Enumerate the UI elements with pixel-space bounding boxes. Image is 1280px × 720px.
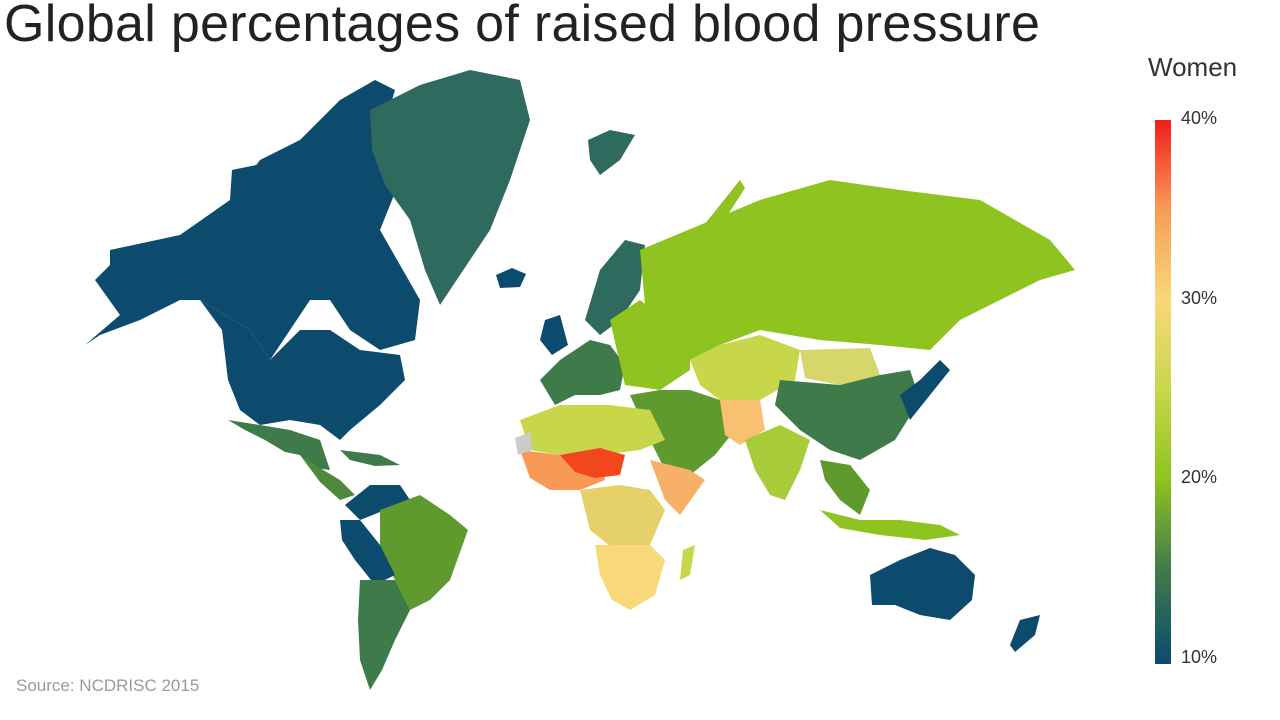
region-svalbard xyxy=(588,130,635,175)
region-central-africa xyxy=(580,485,665,550)
legend-color-scale xyxy=(1155,120,1171,664)
region-new-zealand xyxy=(1010,615,1040,652)
region-china xyxy=(775,370,920,460)
region-caribbean xyxy=(340,450,400,466)
region-japan-korea xyxy=(900,360,950,420)
region-mexico xyxy=(228,420,330,470)
legend-tick-30: 30% xyxy=(1181,288,1218,308)
region-horn-of-africa xyxy=(650,460,705,515)
region-arctic-islands xyxy=(230,80,395,215)
region-no-data xyxy=(515,432,532,455)
region-madagascar xyxy=(680,545,695,580)
region-indonesia xyxy=(820,510,960,540)
world-choropleth-map xyxy=(85,70,1075,690)
region-usa xyxy=(200,300,405,440)
region-russia xyxy=(640,180,1075,360)
region-central-america xyxy=(300,455,355,500)
region-brazil xyxy=(380,495,468,610)
legend-title: Women xyxy=(1148,52,1238,82)
region-peru-bolivia xyxy=(340,520,395,585)
region-greenland xyxy=(370,70,530,305)
legend-tick-10: 10% xyxy=(1181,647,1218,667)
region-uk xyxy=(540,315,568,355)
map-title: Global percentages of raised blood press… xyxy=(4,0,1041,53)
legend-tick-20: 20% xyxy=(1181,467,1218,487)
region-sahel-central xyxy=(560,448,625,478)
source-note: Source: NCDRISC 2015 xyxy=(16,676,200,695)
region-southeast-asia xyxy=(820,460,870,515)
region-alaska xyxy=(85,250,180,345)
region-colombia-venezuela xyxy=(345,485,410,520)
region-central-asia xyxy=(690,335,800,400)
region-mongolia xyxy=(800,348,880,385)
region-novaya-zemlya xyxy=(700,180,745,235)
legend-tick-40: 40% xyxy=(1181,108,1218,128)
region-scandinavia xyxy=(585,240,645,335)
region-southern-africa xyxy=(595,545,665,610)
region-afghanistan xyxy=(720,400,765,445)
region-australia xyxy=(870,548,975,620)
region-iceland xyxy=(496,268,526,288)
region-india xyxy=(745,425,810,500)
region-argentina-chile xyxy=(358,580,410,690)
region-eastern-europe xyxy=(610,300,690,390)
region-middle-east xyxy=(630,390,735,475)
region-western-europe xyxy=(540,340,625,405)
region-north-africa xyxy=(520,405,665,455)
